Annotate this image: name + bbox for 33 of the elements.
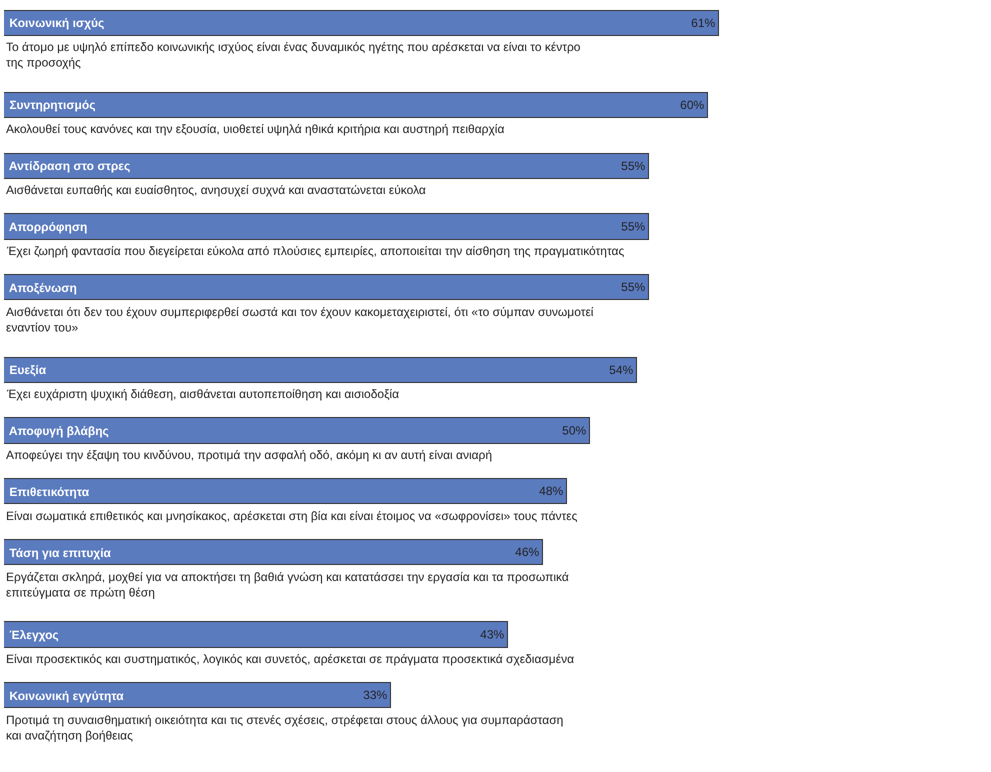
y-tick-label: Απορρόφηση [6,220,88,234]
annotation: Είναι σωματικά επιθετικός και μνησίκακος, αρέσκεται στη βία και είναι έτοιμος να «σωφρονίσει» τους πάντες [6,509,578,523]
y-tick-label: Αποφυγή βλάβης [6,424,109,438]
y-tick-label: Έλεγχος [6,628,59,642]
data-label: 60% [680,98,704,112]
y-tick-label: Αντίδραση στο στρες [6,159,130,173]
annotation: Έχει ζωηρή φαντασία που διεγείρεται εύκολα από πλούσιες εμπειρίες, αποποιείται την αίσθηση της πραγματικότητας [6,244,624,258]
y-tick-label: Ευεξία [6,363,47,377]
y-tick-label: Τάση για επιτυχία [6,546,112,560]
y-tick-label: Κοινωνική ισχύς [6,16,104,30]
annotation: Αισθάνεται ευπαθής και ευαίσθητος, ανησυχεί συχνά και αναστατώνεται εύκολα [6,183,426,197]
data-label: 55% [621,159,646,173]
data-label: 46% [515,545,540,559]
y-tick-label: Συντηρητισμός [6,98,96,112]
annotation: Έχει ευχάριστη ψυχική διάθεση, αισθάνεται αυτοπεποίθηση και αισιοδοξία [6,387,400,401]
data-label: 48% [539,484,564,498]
data-label: 33% [363,688,388,702]
annotation: Ακολουθεί τους κανόνες και την εξουσία, υιοθετεί υψηλά ηθικά κριτήρια και αυστηρή πειθαρχία [6,122,504,136]
annotation: Προτιμά τη συναισθηματική οικειότητα και τις στενές σχέσεις, στρέφεται στους άλλους για συμπαράσταση και αναζήτηση βοήθειας [6,713,564,743]
annotation: Το άτομο με υψηλό επίπεδο κοινωνικής ισχύος είναι ένας δυναμικός ηγέτης που αρέσκεται να είναι το κέντρο της προσοχής [6,40,581,70]
data-label: 43% [480,628,504,642]
data-label: 55% [621,280,646,294]
data-label: 54% [609,363,634,377]
annotation: Αποφεύγει την έξαψη του κινδύνου, προτιμά την ασφαλή οδό, ακόμη κι αν αυτή είναι ανιαρή [6,448,492,462]
annotation: Εργάζεται σκληρά, μοχθεί για να αποκτήσει τη βαθιά γνώση και κατατάσσει την εργασία και τα προσωπικά επιτεύγματα σε πρώτη θέση [6,570,569,600]
y-tick-label: Επιθετικότητα [6,485,90,499]
data-label: 61% [691,16,716,30]
annotation: Αισθάνεται ότι δεν του έχουν συμπεριφερθεί σωστά και τον έχουν κακομεταχειριστεί, ότι «το σύμπαν συνωμοτεί εναντίον του» [6,305,594,335]
annotation: Είναι προσεκτικός και συστηματικός, λογικός και συνετός, αρέσκεται σε πράγματα προσεκτικά σχεδιασμένα [6,652,574,666]
data-label: 55% [621,220,646,234]
y-tick-label: Κοινωνική εγγύτητα [6,689,124,703]
y-tick-label: Αποξένωση [6,281,77,295]
data-label: 50% [562,424,586,438]
